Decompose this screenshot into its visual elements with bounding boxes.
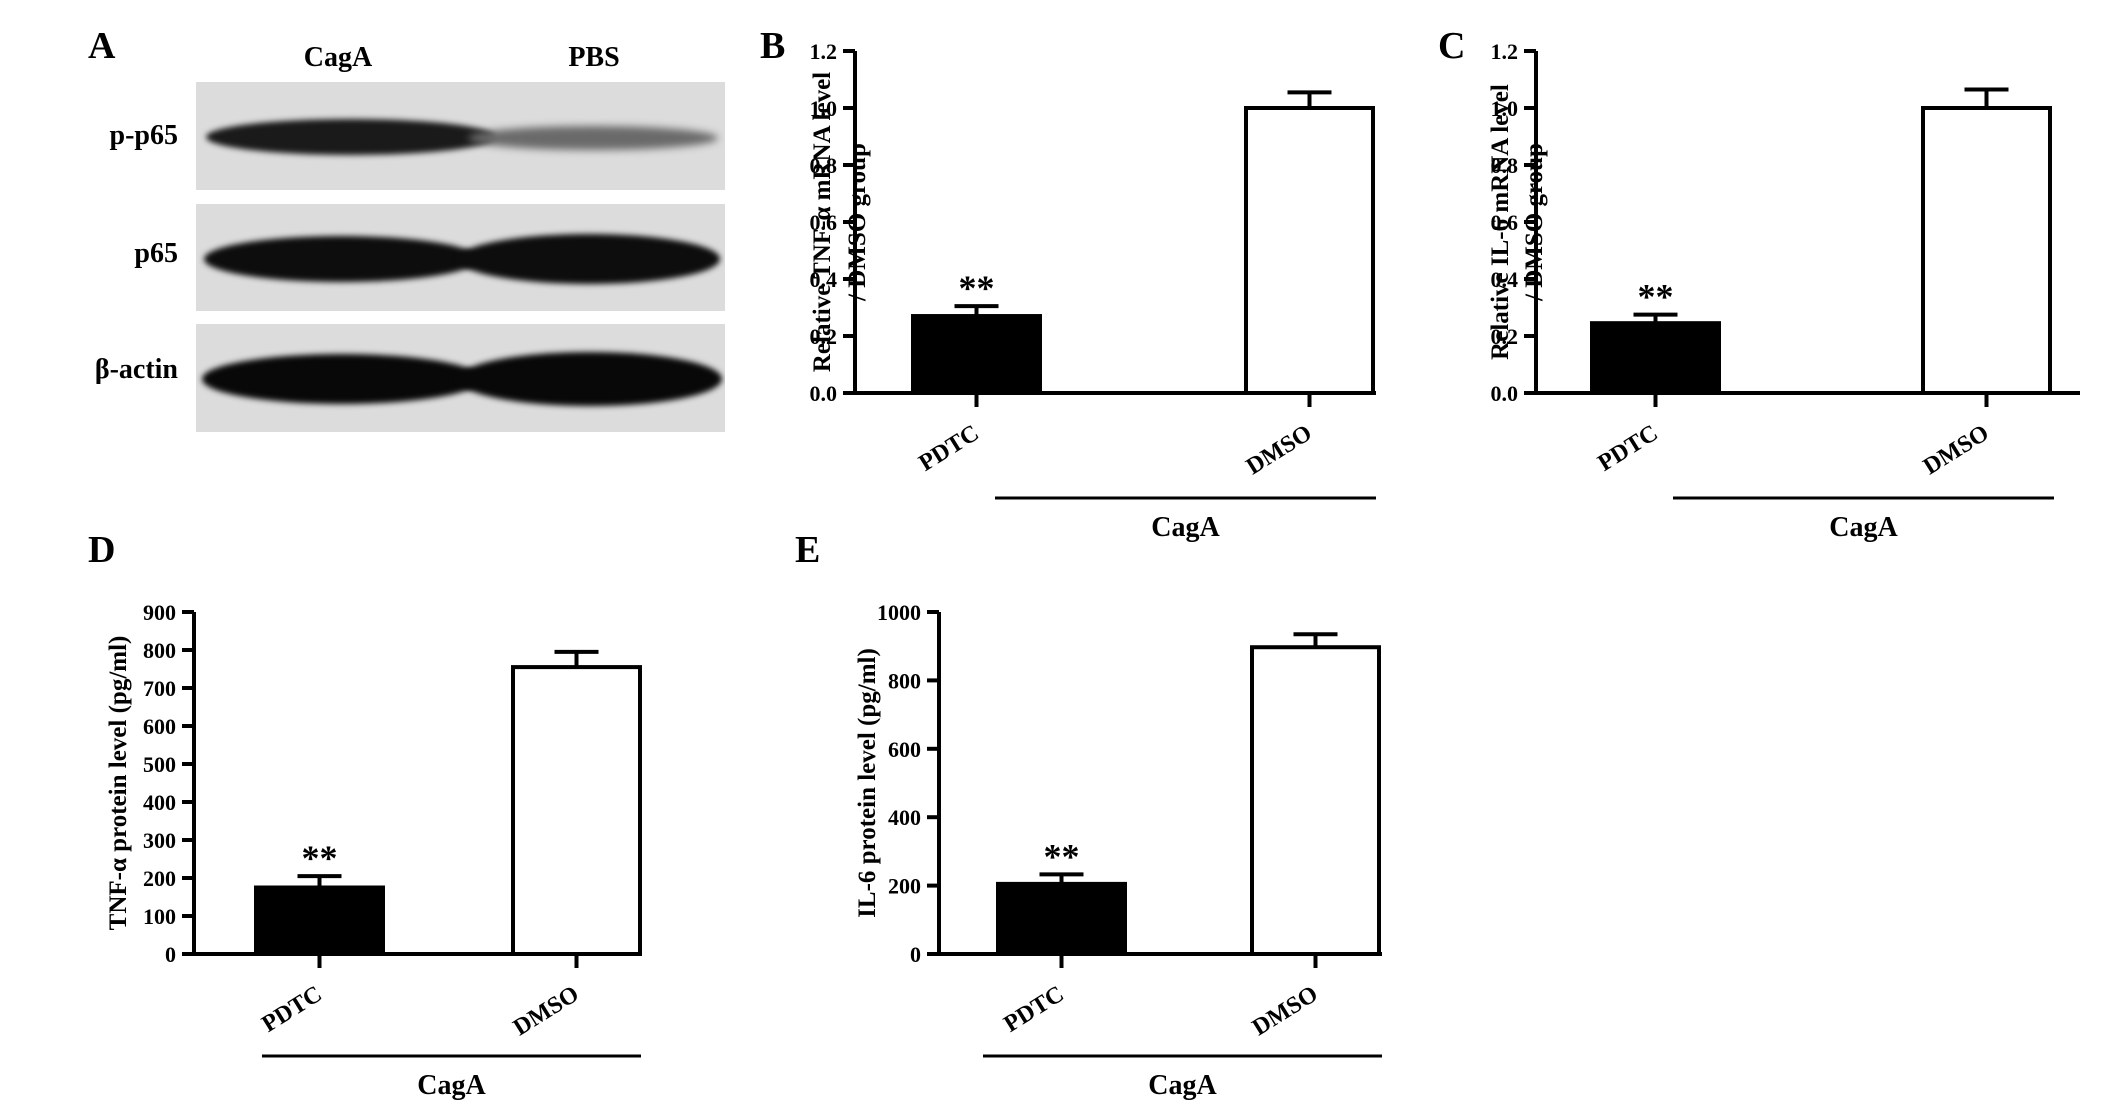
group-label: CagA bbox=[1148, 1070, 1217, 1101]
y-tick-label: 0.8 bbox=[1491, 153, 1519, 178]
bar-pdtc bbox=[254, 885, 385, 956]
y-tick-label: 1.0 bbox=[810, 96, 838, 121]
panel-letter: E bbox=[795, 529, 820, 571]
bar-dmso bbox=[1244, 106, 1375, 395]
bar-dmso bbox=[1250, 645, 1381, 956]
y-tick-label: 1.2 bbox=[1491, 39, 1519, 64]
y-tick-label: 0.0 bbox=[810, 381, 838, 406]
y-tick-label: 600 bbox=[888, 737, 921, 762]
y-tick-label: 100 bbox=[143, 904, 176, 929]
significance-marker: ** bbox=[302, 838, 338, 878]
group-label: CagA bbox=[1151, 512, 1220, 543]
blot-strip-p65 bbox=[196, 204, 725, 311]
y-tick-label: 0.4 bbox=[1491, 267, 1519, 292]
significance-marker: ** bbox=[959, 268, 995, 308]
y-tick-label: 700 bbox=[143, 676, 176, 701]
y-tick-label: 0.4 bbox=[810, 267, 838, 292]
y-tick-label: 300 bbox=[143, 828, 176, 853]
y-tick-label: 400 bbox=[143, 790, 176, 815]
panel-letter: B bbox=[760, 25, 785, 67]
group-label: CagA bbox=[417, 1070, 486, 1101]
group-label: CagA bbox=[1829, 512, 1898, 543]
y-axis-label: Relative TNF-α mRNA level bbox=[809, 72, 836, 372]
y-tick-label: 1000 bbox=[877, 600, 921, 625]
y-axis-label: / DMSO group bbox=[844, 143, 871, 302]
y-axis-label: IL-6 protein level (pg/ml) bbox=[854, 648, 881, 918]
y-tick-label: 800 bbox=[888, 668, 921, 693]
y-tick-label: 0.2 bbox=[810, 324, 838, 349]
significance-marker: ** bbox=[1638, 277, 1674, 317]
x-tick-label: DMSO bbox=[1248, 981, 1323, 1041]
panel-letter: D bbox=[88, 529, 115, 571]
y-tick-label: 0 bbox=[165, 942, 176, 967]
y-axis-label: TNF-α protein level (pg/ml) bbox=[105, 636, 132, 931]
y-tick-label: 200 bbox=[888, 874, 921, 899]
blot-row-label-beta-actin: β-actin bbox=[94, 354, 178, 385]
panel-letter-a: A bbox=[88, 25, 116, 67]
blot-row-label-p-p65: p-p65 bbox=[109, 120, 178, 151]
y-tick-label: 0.6 bbox=[1491, 210, 1519, 235]
y-tick-label: 1.0 bbox=[1491, 96, 1519, 121]
y-tick-label: 900 bbox=[143, 600, 176, 625]
y-tick-label: 400 bbox=[888, 805, 921, 830]
blot-band bbox=[204, 236, 479, 282]
y-axis-label: Relative IL-6 mRNA level bbox=[1487, 84, 1514, 360]
y-tick-label: 200 bbox=[143, 866, 176, 891]
panel-letter: C bbox=[1438, 25, 1465, 67]
bar-pdtc bbox=[1590, 321, 1721, 395]
blot-band bbox=[206, 119, 496, 155]
bar-dmso bbox=[1921, 106, 2052, 395]
bar-pdtc bbox=[996, 881, 1127, 957]
y-tick-label: 600 bbox=[143, 714, 176, 739]
y-tick-label: 0.6 bbox=[810, 210, 838, 235]
y-tick-label: 500 bbox=[143, 752, 176, 777]
blot-row-label-p65: p65 bbox=[134, 238, 178, 269]
blot-strip-p-p65 bbox=[196, 82, 725, 190]
blot-band bbox=[202, 354, 482, 404]
x-tick-label: PDTC bbox=[999, 981, 1068, 1038]
y-tick-label: 800 bbox=[143, 638, 176, 663]
y-tick-label: 0 bbox=[910, 942, 921, 967]
significance-marker: ** bbox=[1044, 836, 1080, 876]
y-tick-label: 1.2 bbox=[810, 39, 838, 64]
bar-pdtc bbox=[911, 314, 1042, 395]
blot-column-label-caga: CagA bbox=[303, 42, 373, 73]
y-tick-label: 0.0 bbox=[1491, 381, 1519, 406]
y-tick-label: 0.2 bbox=[1491, 324, 1519, 349]
blot-strip-beta-actin bbox=[196, 324, 725, 432]
blot-column-label-pbs: PBS bbox=[568, 42, 620, 73]
blot-band bbox=[468, 126, 718, 150]
y-axis-label: / DMSO group bbox=[1521, 143, 1548, 302]
bar-dmso bbox=[511, 665, 642, 956]
blot-band bbox=[458, 352, 722, 406]
blot-band bbox=[458, 234, 720, 284]
y-tick-label: 0.8 bbox=[810, 153, 838, 178]
